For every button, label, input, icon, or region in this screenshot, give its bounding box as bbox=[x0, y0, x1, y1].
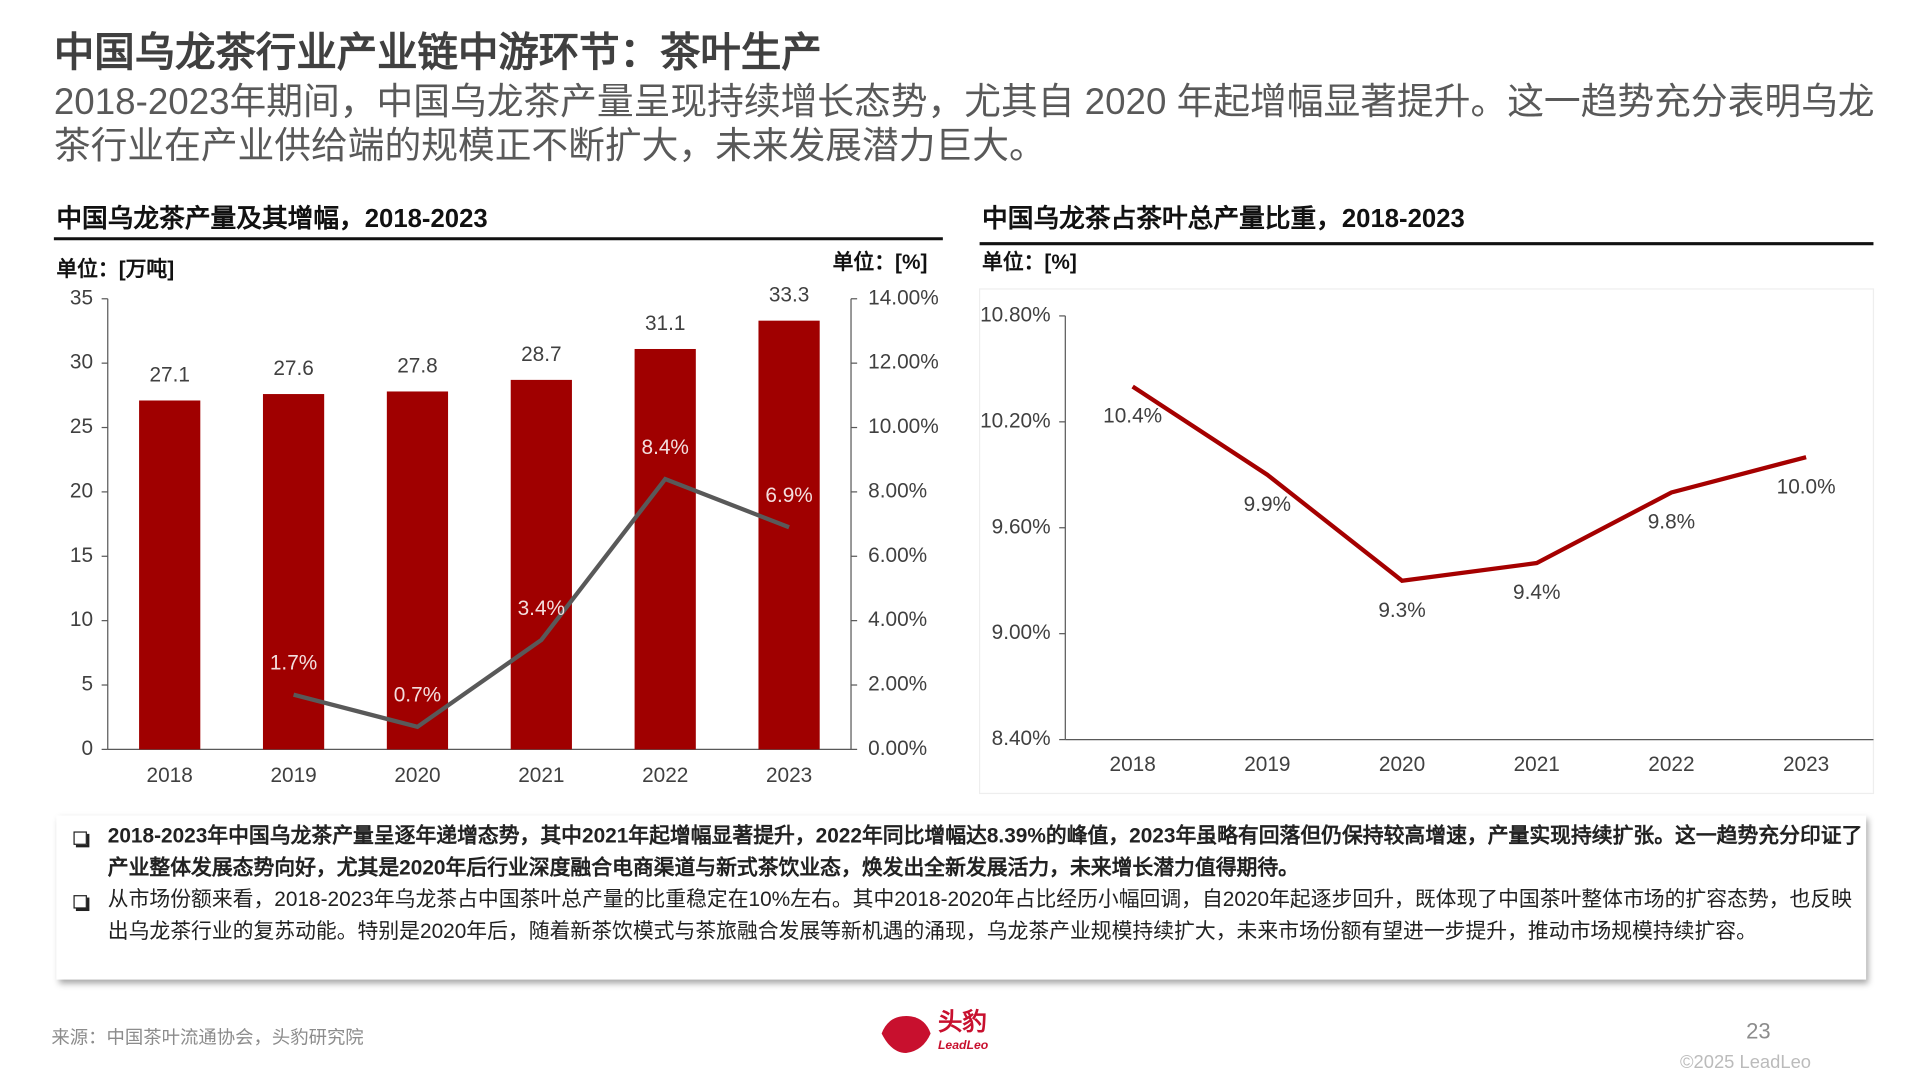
y2-tick-label: 2.00% bbox=[868, 673, 927, 696]
logo-text: 头豹 bbox=[938, 1008, 987, 1036]
bar bbox=[758, 320, 820, 750]
x-tick-label: 2023 bbox=[1783, 753, 1829, 776]
summary-box: 2018-2023年中国乌龙茶产量呈逐年递增态势，其中2021年起增幅显著提升，… bbox=[56, 815, 1867, 980]
data-label: 10.0% bbox=[1777, 475, 1836, 498]
y-tick-label: 10.20% bbox=[980, 409, 1051, 432]
plot-frame bbox=[978, 288, 1875, 795]
bar-label: 27.1 bbox=[149, 363, 189, 386]
data-label: 9.8% bbox=[1648, 511, 1695, 534]
data-label: 9.3% bbox=[1378, 599, 1425, 622]
x-tick-label: 2022 bbox=[1648, 753, 1694, 776]
bar bbox=[262, 394, 325, 750]
y2-tick-label: 0.00% bbox=[868, 737, 927, 760]
bar bbox=[634, 348, 696, 750]
y2-tick-label: 4.00% bbox=[868, 608, 927, 631]
data-label: 10.4% bbox=[1103, 405, 1162, 428]
x-tick-label: 2021 bbox=[518, 764, 564, 787]
y-tick-label: 20 bbox=[70, 479, 93, 502]
logo-sub: LeadLeo bbox=[938, 1038, 989, 1052]
y-tick-label: 15 bbox=[70, 544, 93, 567]
chart-title: 中国乌龙茶占茶叶总产量比重，2018-2023 bbox=[982, 203, 1465, 233]
x-tick-label: 2020 bbox=[1379, 753, 1425, 776]
y-tick-label: 8.40% bbox=[992, 727, 1051, 750]
y-axis-label: 单位：[万吨] bbox=[56, 257, 174, 281]
y-tick-label: 35 bbox=[70, 286, 93, 309]
logo: 头豹 LeadLeo bbox=[881, 1008, 989, 1054]
y-tick-label: 9.60% bbox=[992, 515, 1051, 538]
y2-tick-label: 12.00% bbox=[868, 351, 939, 374]
copyright: ©2025 LeadLeo bbox=[1680, 1051, 1812, 1073]
x-tick-label: 2021 bbox=[1514, 753, 1560, 776]
data-label: 9.4% bbox=[1513, 581, 1560, 604]
chart-title: 中国乌龙茶产量及其增幅，2018-2023 bbox=[56, 203, 487, 233]
y-tick-label: 10 bbox=[70, 608, 93, 631]
bar-label: 33.3 bbox=[769, 284, 809, 307]
y2-tick-label: 14.00% bbox=[868, 286, 939, 309]
logo-icon bbox=[881, 1016, 931, 1054]
line bbox=[293, 476, 790, 730]
y2-tick-label: 6.00% bbox=[868, 544, 927, 567]
x-tick-label: 2023 bbox=[766, 764, 812, 787]
source: 来源：中国茶叶流通协会，头豹研究院 bbox=[51, 1027, 364, 1049]
y-tick-label: 5 bbox=[81, 673, 93, 696]
bar bbox=[386, 391, 449, 750]
y-tick-label: 30 bbox=[70, 351, 93, 374]
data-label: 3.4% bbox=[518, 597, 565, 620]
bar-label: 27.6 bbox=[273, 357, 313, 380]
x-tick-label: 2018 bbox=[147, 764, 193, 787]
bar bbox=[510, 379, 572, 750]
page-number: 23 bbox=[1746, 1018, 1771, 1044]
x-tick-label: 2018 bbox=[1110, 753, 1156, 776]
bar-label: 28.7 bbox=[521, 343, 561, 366]
bullet: 2018-2023年中国乌龙茶产量呈逐年递增态势，其中2021年起增幅显著提升，… bbox=[73, 820, 1871, 884]
y-axis-label: 单位：[%] bbox=[982, 250, 1077, 274]
data-label: 1.7% bbox=[270, 652, 317, 675]
data-label: 9.9% bbox=[1244, 493, 1291, 516]
x-tick-label: 2019 bbox=[270, 764, 316, 787]
data-label: 0.7% bbox=[394, 684, 441, 707]
line bbox=[1131, 384, 1807, 583]
data-label: 8.4% bbox=[642, 436, 689, 459]
bar-label: 27.8 bbox=[397, 354, 437, 377]
data-label: 6.9% bbox=[765, 484, 812, 507]
bullet: 从市场份额来看，2018-2023年乌龙茶占中国茶叶总产量的比重稳定在10%左右… bbox=[73, 884, 1871, 948]
bar bbox=[139, 400, 201, 750]
x-tick-label: 2020 bbox=[394, 764, 440, 787]
y2-axis-label: 单位：[%] bbox=[833, 250, 928, 274]
y-tick-label: 25 bbox=[70, 415, 93, 438]
bar-label: 31.1 bbox=[645, 312, 685, 335]
y2-tick-label: 8.00% bbox=[868, 479, 927, 502]
y-tick-label: 9.00% bbox=[992, 621, 1051, 644]
y-tick-label: 10.80% bbox=[980, 303, 1051, 326]
x-tick-label: 2019 bbox=[1244, 753, 1290, 776]
page-title: 中国乌龙茶行业产业链中游环节：茶叶生产 bbox=[53, 29, 822, 75]
x-tick-label: 2022 bbox=[642, 764, 688, 787]
y2-tick-label: 10.00% bbox=[868, 415, 939, 438]
page-subtitle: 2018-2023年期间，中国乌龙茶产量呈现持续增长态势，尤其自 2020 年起… bbox=[53, 82, 1875, 167]
y-tick-label: 0 bbox=[81, 737, 93, 760]
